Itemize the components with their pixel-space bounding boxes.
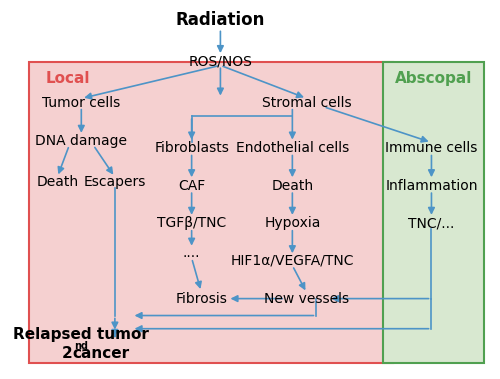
Text: Fibrosis: Fibrosis — [176, 291, 227, 305]
Text: Radiation: Radiation — [176, 11, 265, 29]
Text: Escapers: Escapers — [84, 175, 146, 189]
Text: Inflammation: Inflammation — [385, 179, 478, 193]
FancyBboxPatch shape — [384, 61, 484, 363]
Text: Fibroblasts: Fibroblasts — [154, 141, 229, 155]
Text: DNA damage: DNA damage — [36, 133, 128, 147]
Text: HIF1α/VEGFA/TNC: HIF1α/VEGFA/TNC — [230, 254, 354, 268]
Text: nd: nd — [74, 340, 88, 351]
Text: Hypoxia: Hypoxia — [264, 216, 320, 230]
Text: Abscopal: Abscopal — [395, 71, 472, 86]
Text: Death: Death — [36, 175, 78, 189]
Text: TNC/...: TNC/... — [408, 216, 455, 230]
Text: New vessels: New vessels — [264, 291, 350, 305]
Text: Stromal cells: Stromal cells — [262, 96, 352, 110]
Text: ROS/NOS: ROS/NOS — [188, 55, 252, 69]
Text: Tumor cells: Tumor cells — [42, 96, 120, 110]
Text: cancer: cancer — [72, 346, 129, 361]
Text: Immune cells: Immune cells — [386, 141, 478, 155]
Text: Relapsed tumor: Relapsed tumor — [14, 327, 149, 342]
Text: CAF: CAF — [178, 179, 206, 193]
Text: Local: Local — [46, 71, 90, 86]
Text: TGFβ/TNC: TGFβ/TNC — [157, 216, 226, 230]
Text: ....: .... — [183, 246, 200, 260]
Text: Endothelial cells: Endothelial cells — [236, 141, 349, 155]
Text: 2: 2 — [62, 346, 72, 361]
FancyBboxPatch shape — [28, 61, 393, 363]
Text: Death: Death — [272, 179, 314, 193]
